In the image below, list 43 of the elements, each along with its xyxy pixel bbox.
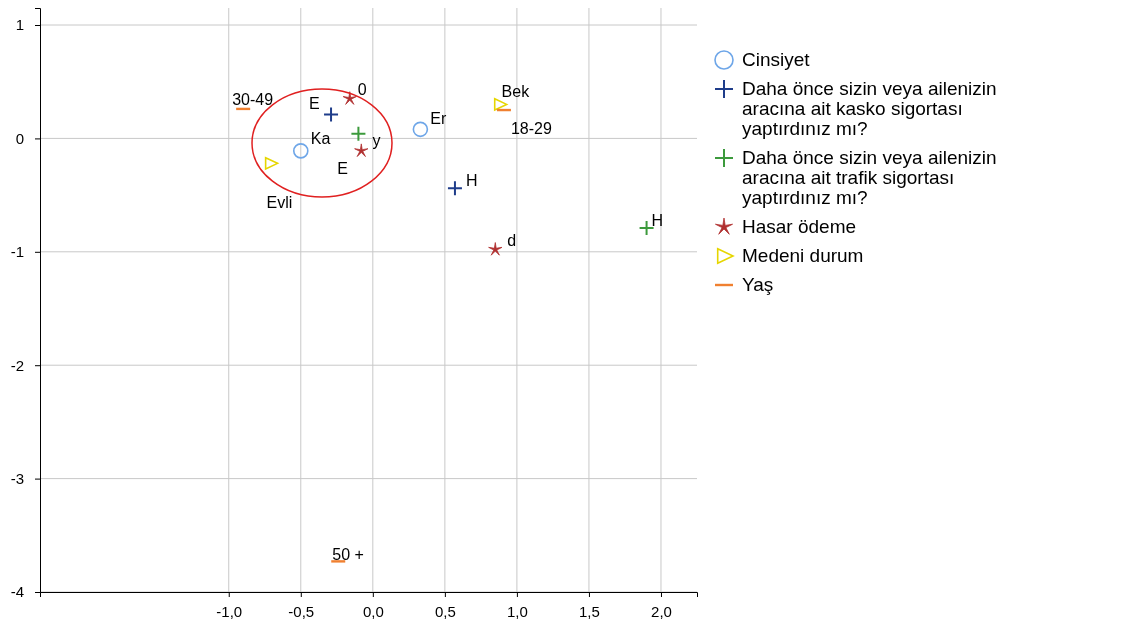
annotation: Ka [310, 130, 331, 148]
y-tick-label: -4 [10, 583, 24, 601]
annotation: y [372, 132, 381, 150]
annotation: H [465, 171, 478, 189]
legend-label: Daha önce sizin veya ailenizin aracına ait trafik sigortası yaptırdınız mı? [742, 147, 997, 208]
point [342, 91, 357, 105]
legend-label: Hasar ödeme [742, 216, 857, 237]
y-tick-label: 0 [15, 129, 24, 147]
annotation: H [651, 212, 664, 230]
point [350, 125, 367, 142]
legend-label: Yaş [742, 274, 774, 295]
annotation: E [309, 94, 320, 112]
y-tick-label: -3 [10, 469, 24, 487]
point [323, 106, 340, 123]
annotation: d [507, 231, 517, 249]
x-tick-label: 0,5 [434, 602, 456, 620]
y-tick-label: -1 [10, 243, 24, 261]
annotation: Er [430, 109, 448, 127]
x-tick-label: 0,0 [362, 602, 384, 620]
point [446, 180, 463, 197]
point [488, 242, 503, 256]
x-tick-label: 1,5 [579, 602, 600, 620]
point [264, 156, 279, 170]
point [354, 143, 369, 157]
annotation: Bek [501, 82, 531, 100]
legend-label: Daha önce sizin veya ailenizin aracına ait kasko sigortası yaptırdınız mı? [742, 78, 997, 139]
legend-label: Cinsiyet [742, 49, 811, 70]
annotation: 30-49 [232, 91, 274, 109]
x-tick-label: -0,5 [288, 602, 315, 620]
x-tick-label: 2,0 [651, 602, 672, 620]
legend-label: Medeni durum [742, 245, 864, 266]
annotation: Evli [266, 193, 293, 211]
annotation: 0 [357, 80, 367, 98]
point [412, 121, 429, 138]
point [493, 97, 508, 111]
annotation: E [337, 160, 348, 178]
annotation: 18-29 [510, 120, 552, 138]
point [292, 143, 309, 159]
x-tick-label: 1,0 [506, 602, 528, 620]
x-tick-label: -1,0 [216, 602, 243, 620]
annotation: 50 + [332, 545, 364, 563]
y-tick-label: 1 [15, 16, 24, 34]
y-tick-label: -2 [10, 356, 24, 374]
